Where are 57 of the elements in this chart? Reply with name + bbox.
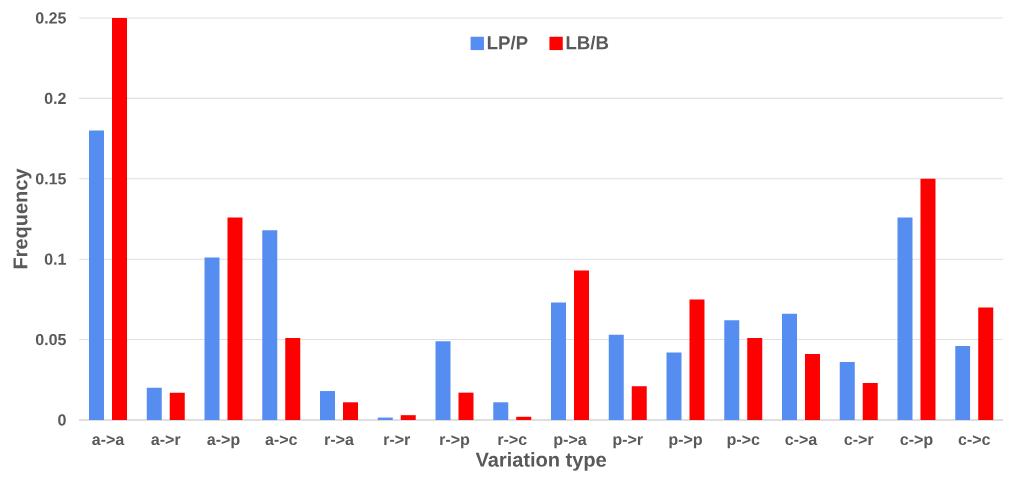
x-tick-label: a->c [265,435,298,446]
bar [262,230,278,420]
x-tick-label: a->p [207,435,240,449]
bar [89,130,105,420]
bar [897,217,913,420]
bar [839,362,855,420]
bar [666,352,682,420]
x-tick-label: c->a [785,435,818,446]
bar [320,391,336,420]
legend-label: LB/B [566,35,609,50]
bar [169,392,185,420]
bar [608,334,624,420]
y-tick-label: 0.2 [44,92,66,105]
bar [862,383,878,420]
bar [343,402,358,420]
x-tick-label: p->p [669,435,702,449]
bar [493,402,509,420]
bar [146,387,162,420]
x-tick-label: r->a [325,435,354,446]
x-tick-label: p->r [613,435,643,449]
x-tick-label: r->r [384,435,411,445]
legend-label: LP/P [487,35,528,50]
bar [435,341,451,420]
x-tick-label: a->r [151,435,181,446]
bar [631,386,647,420]
y-axis-title: Frequency [13,168,32,269]
x-tick-label: p->c [727,435,760,449]
bar [285,337,301,420]
bar [573,270,589,420]
bar [747,337,763,420]
bar [804,354,820,420]
x-tick-label: c->c [958,435,991,446]
bar [782,313,797,420]
bar [920,178,936,420]
x-tick-label: r->c [498,435,527,446]
x-tick-label: a->a [92,435,125,446]
bar [551,302,567,420]
bar [227,217,243,420]
bar [458,392,474,420]
y-tick-label: 0.1 [44,253,66,265]
bar [978,307,994,420]
y-tick-label: 0 [58,414,66,426]
y-tick-label: 0.05 [35,333,66,346]
bar [516,416,532,420]
y-tick-label: 0.25 [35,12,66,24]
x-tick-label: c->p [900,435,933,449]
bar [204,257,220,420]
y-tick-label: 0.15 [35,173,66,185]
bar [112,17,127,420]
bar [689,299,705,420]
x-tick-label: p->a [554,435,587,449]
bar [724,320,740,420]
x-tick-label: r->p [440,435,470,449]
bar [400,415,416,420]
x-tick-label: c->r [844,435,874,446]
x-axis-title: Variation type [475,452,606,471]
bar [955,346,971,420]
